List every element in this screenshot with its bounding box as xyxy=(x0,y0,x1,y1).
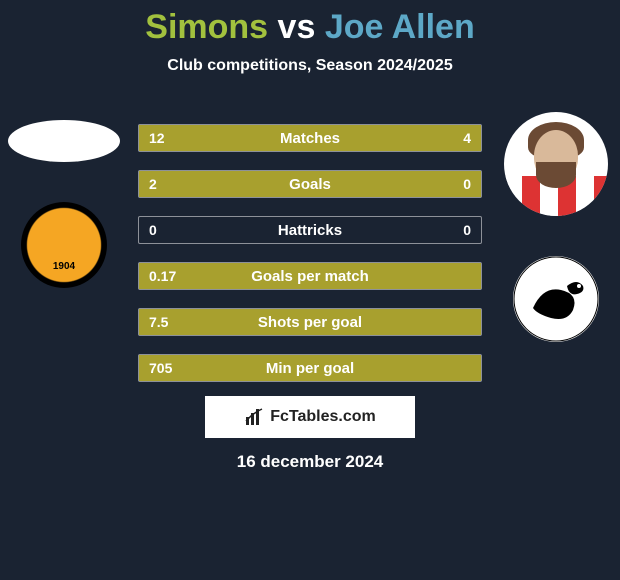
player1-avatar xyxy=(8,120,120,162)
player2-avatar xyxy=(504,112,608,216)
stat-row: 20Goals xyxy=(138,170,482,198)
player2-name: Joe Allen xyxy=(325,8,475,46)
stat-label: Shots per goal xyxy=(139,314,481,331)
stat-row: 0.17Goals per match xyxy=(138,262,482,290)
comparison-card: Simons vs Joe Allen Club competitions, S… xyxy=(0,0,620,580)
stat-label: Goals per match xyxy=(139,268,481,285)
stat-label: Matches xyxy=(139,130,481,147)
chart-icon xyxy=(244,407,264,427)
brand-badge[interactable]: FcTables.com xyxy=(205,396,415,438)
beard-graphic xyxy=(536,162,576,188)
page-title: Simons vs Joe Allen xyxy=(0,0,620,47)
stat-label: Hattricks xyxy=(139,222,481,239)
stat-row: 7.5Shots per goal xyxy=(138,308,482,336)
footer-date: 16 december 2024 xyxy=(0,452,620,472)
stat-row: 124Matches xyxy=(138,124,482,152)
player1-club-crest xyxy=(21,202,107,288)
stat-row: 00Hattricks xyxy=(138,216,482,244)
stats-bars: 124Matches 20Goals 00Hattricks 0.17Goals pe… xyxy=(138,124,482,400)
swan-icon xyxy=(513,256,599,342)
brand-text: FcTables.com xyxy=(270,408,376,426)
stat-label: Min per goal xyxy=(139,360,481,377)
stat-label: Goals xyxy=(139,176,481,193)
subtitle: Club competitions, Season 2024/2025 xyxy=(0,57,620,75)
player2-club-crest xyxy=(513,256,599,342)
vs-text: vs xyxy=(278,8,316,46)
stat-row: 705Min per goal xyxy=(138,354,482,382)
right-column xyxy=(492,112,620,342)
left-column xyxy=(0,112,128,288)
player1-name: Simons xyxy=(145,8,268,46)
